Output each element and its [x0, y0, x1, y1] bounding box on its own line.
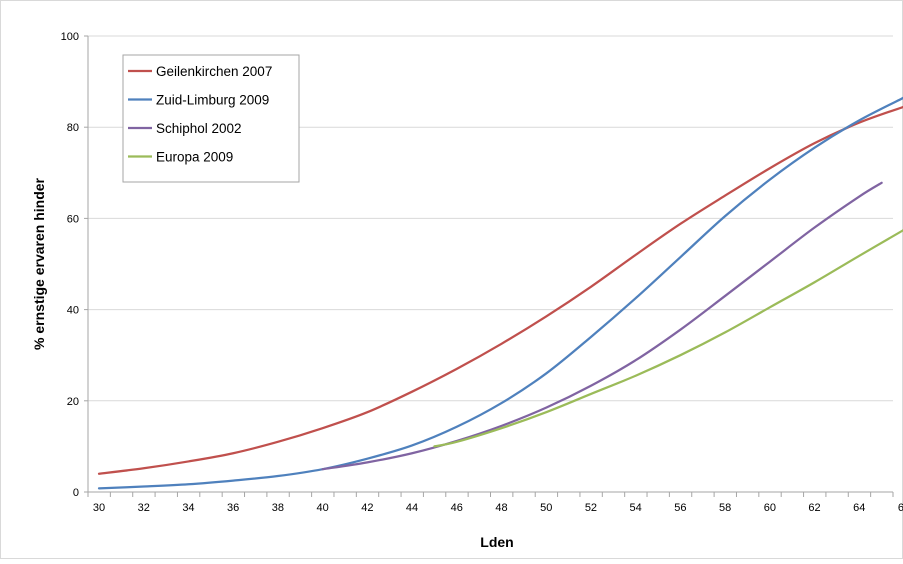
series-line-1	[97, 96, 903, 490]
x-tick-label: 62	[808, 502, 820, 514]
legend-label: Zuid-Limburg 2009	[156, 93, 269, 108]
x-tick-label: 34	[182, 502, 194, 514]
x-tick-label: 66	[898, 502, 903, 514]
x-tick-label: 52	[585, 502, 597, 514]
legend: Geilenkirchen 2007 Zuid-Limburg 2009 Schip…	[122, 54, 300, 183]
legend-label: Europa 2009	[156, 150, 233, 165]
x-tick-label: 42	[361, 502, 373, 514]
x-tick-label: 64	[853, 502, 865, 514]
x-tick-label: 58	[719, 502, 731, 514]
legend-label: Geilenkirchen 2007	[156, 64, 272, 79]
y-tick-label: 100	[61, 31, 79, 43]
y-tick-label: 20	[67, 396, 79, 408]
x-tick-label: 50	[540, 502, 552, 514]
y-axis-label: % ernstige ervaren hinder	[31, 177, 47, 350]
x-tick-label: 44	[406, 502, 418, 514]
axes: 0 20 40 60 80 100 30 32 34 36 38 40 42 44 46 48 50 52 54 56…	[61, 31, 903, 514]
x-tick-label: 48	[495, 502, 507, 514]
x-tick-label: 38	[272, 502, 284, 514]
series-lines	[97, 96, 903, 490]
x-axis-label: Lden	[480, 534, 513, 550]
x-tick-label: 32	[138, 502, 150, 514]
legend-label: Schiphol 2002	[156, 121, 242, 136]
legend-box	[122, 54, 300, 183]
x-tick-label: 56	[674, 502, 686, 514]
series-line-2	[321, 181, 883, 471]
y-tick-label: 60	[67, 213, 79, 225]
x-tick-label: 36	[227, 502, 239, 514]
x-tick-label: 30	[93, 502, 105, 514]
y-tick-label: 80	[67, 122, 79, 134]
x-tick-label: 40	[316, 502, 328, 514]
series-line-3	[433, 229, 903, 448]
x-tick-label: 46	[451, 502, 463, 514]
y-tick-label: 0	[73, 487, 79, 499]
gridlines	[88, 35, 893, 402]
x-tick-label: 54	[630, 502, 642, 514]
y-tick-label: 40	[67, 305, 79, 317]
x-tick-label: 60	[764, 502, 776, 514]
series-line-0	[97, 105, 903, 475]
